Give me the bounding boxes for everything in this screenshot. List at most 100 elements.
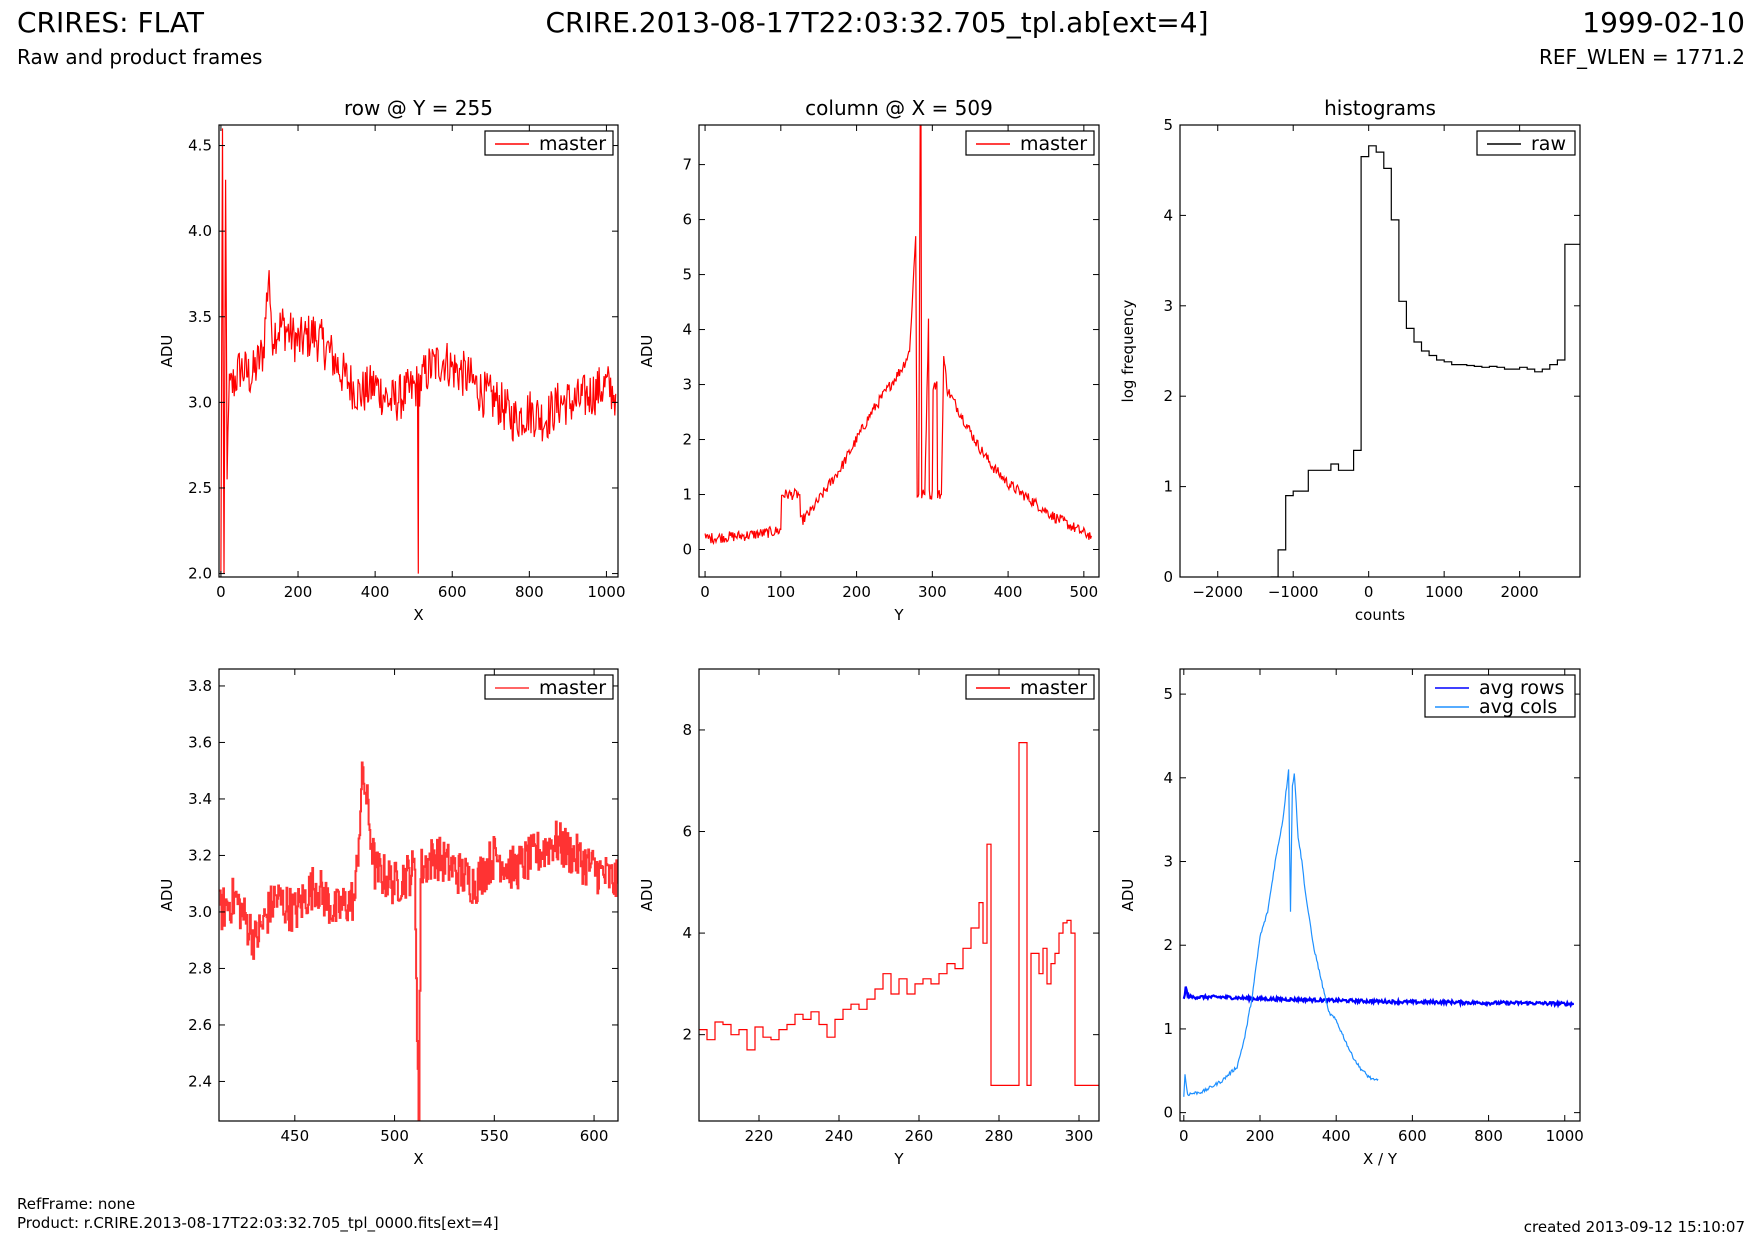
plot-2: 0 100 200 300 400 500 0 1 2 3 4 5 6 7 column @ X = 509… xyxy=(638,96,1100,624)
plot-title: row @ Y = 255 xyxy=(344,96,493,120)
x-axis-label: Y xyxy=(893,606,904,624)
report-date: 1999-02-10 xyxy=(1582,6,1745,39)
y-tick-label: 2.5 xyxy=(188,479,212,497)
x-tick-label: 300 xyxy=(918,583,947,601)
ref-frame-label: RefFrame: none xyxy=(17,1195,136,1213)
x-tick-label: 100 xyxy=(766,583,795,601)
series-line-master xyxy=(219,761,618,1121)
x-tick-label: 0 xyxy=(1364,583,1374,601)
x-tick-label: 260 xyxy=(905,1127,934,1145)
y-tick-label: 3.6 xyxy=(188,733,212,751)
x-tick-label: 1000 xyxy=(587,583,625,601)
x-axis-label: X xyxy=(413,606,423,624)
y-tick-label: 4 xyxy=(682,924,692,942)
series-line-raw xyxy=(1270,145,1580,577)
x-tick-label: 0 xyxy=(216,583,226,601)
y-axis-label: ADU xyxy=(1119,879,1137,912)
legend-label: avg rows xyxy=(1479,677,1564,699)
y-tick-label: 0 xyxy=(1163,1104,1173,1122)
y-tick-label: 2.0 xyxy=(188,565,212,583)
x-tick-label: 600 xyxy=(438,583,467,601)
x-tick-label: 2000 xyxy=(1501,583,1539,601)
series-line-avg-cols xyxy=(1183,769,1379,1097)
plot-title: histograms xyxy=(1324,96,1436,120)
x-tick-label: 0 xyxy=(700,583,710,601)
y-tick-label: 5 xyxy=(1163,116,1173,134)
report-subtitle: Raw and product frames xyxy=(17,45,263,69)
x-tick-label: 300 xyxy=(1065,1127,1094,1145)
legend-label: master xyxy=(1020,133,1087,155)
legend: master xyxy=(965,674,1095,700)
y-tick-label: 2 xyxy=(1163,387,1173,405)
y-axis-label: ADU xyxy=(638,879,656,912)
y-tick-label: 5 xyxy=(682,266,692,284)
legend-box xyxy=(965,130,1095,156)
legend: master xyxy=(965,130,1095,156)
x-tick-label: 1000 xyxy=(1425,583,1463,601)
y-tick-label: 3 xyxy=(1163,297,1173,315)
y-tick-label: 3 xyxy=(682,376,692,394)
x-tick-label: 450 xyxy=(280,1127,309,1145)
y-tick-label: 2.4 xyxy=(188,1072,212,1090)
series-line-master xyxy=(704,125,1092,546)
product-label: Product: r.CRIRE.2013-08-17T22:03:32.705… xyxy=(17,1214,499,1232)
x-tick-label: 0 xyxy=(1179,1127,1189,1145)
x-tick-label: 400 xyxy=(361,583,390,601)
x-tick-label: 200 xyxy=(284,583,313,601)
y-tick-label: 5 xyxy=(1163,685,1173,703)
x-tick-label: 400 xyxy=(1322,1127,1351,1145)
y-tick-label: 2.8 xyxy=(188,959,212,977)
x-tick-label: 1000 xyxy=(1546,1127,1584,1145)
plot-frame xyxy=(218,668,619,1122)
y-axis-label: log frequency xyxy=(1119,299,1137,402)
legend-label: avg cols xyxy=(1479,696,1557,718)
y-tick-label: 4.5 xyxy=(188,137,212,155)
y-tick-label: 3 xyxy=(1163,853,1173,871)
y-tick-label: 3.5 xyxy=(188,308,212,326)
y-tick-label: 7 xyxy=(682,156,692,174)
plot-5: 220 240 260 280 300 2 4 6 8 Y ADU master xyxy=(638,668,1100,1168)
plot-frame xyxy=(218,124,619,578)
x-tick-label: −1000 xyxy=(1268,583,1319,601)
x-tick-label: 280 xyxy=(985,1127,1014,1145)
x-axis-label: X / Y xyxy=(1363,1150,1398,1168)
y-tick-label: 4.0 xyxy=(188,222,212,240)
y-axis-label: ADU xyxy=(158,879,176,912)
series-line-avg-rows xyxy=(1182,986,1575,1009)
y-tick-label: 3.2 xyxy=(188,846,212,864)
legend-box xyxy=(965,674,1095,700)
y-tick-label: 3.0 xyxy=(188,393,212,411)
x-axis-label: Y xyxy=(893,1150,904,1168)
y-tick-label: 4 xyxy=(1163,206,1173,224)
y-tick-label: 4 xyxy=(682,321,692,339)
report-title: CRIRES: FLAT xyxy=(17,6,204,39)
y-tick-label: 3.8 xyxy=(188,677,212,695)
legend-label: raw xyxy=(1531,133,1566,155)
x-tick-label: 500 xyxy=(1070,583,1099,601)
legend: raw xyxy=(1476,130,1576,156)
created-label: created 2013-09-12 15:10:07 xyxy=(1523,1218,1745,1236)
legend: master xyxy=(484,674,614,700)
plot-frame xyxy=(698,124,1100,578)
y-tick-label: 1 xyxy=(1163,1020,1173,1038)
legend-box xyxy=(484,130,614,156)
y-tick-label: 3.0 xyxy=(188,903,212,921)
x-tick-label: 220 xyxy=(745,1127,774,1145)
y-tick-label: 2 xyxy=(682,1026,692,1044)
y-axis-label: ADU xyxy=(158,335,176,368)
x-tick-label: 800 xyxy=(515,583,544,601)
y-tick-label: 0 xyxy=(682,541,692,559)
y-tick-label: 8 xyxy=(682,721,692,739)
legend-label: master xyxy=(539,677,606,699)
y-tick-label: 4 xyxy=(1163,769,1173,787)
y-tick-label: 3.4 xyxy=(188,790,212,808)
x-tick-label: 200 xyxy=(842,583,871,601)
plot-3: −2000 −1000 0 1000 2000 0 1 2 3 4 5 histograms count… xyxy=(1119,96,1581,624)
plot-frame xyxy=(1179,668,1581,1122)
ref-wavelength: REF_WLEN = 1771.2 xyxy=(1538,45,1745,69)
x-axis-label: X xyxy=(413,1150,423,1168)
legend-box xyxy=(1476,130,1576,156)
x-tick-label: 600 xyxy=(1398,1127,1427,1145)
